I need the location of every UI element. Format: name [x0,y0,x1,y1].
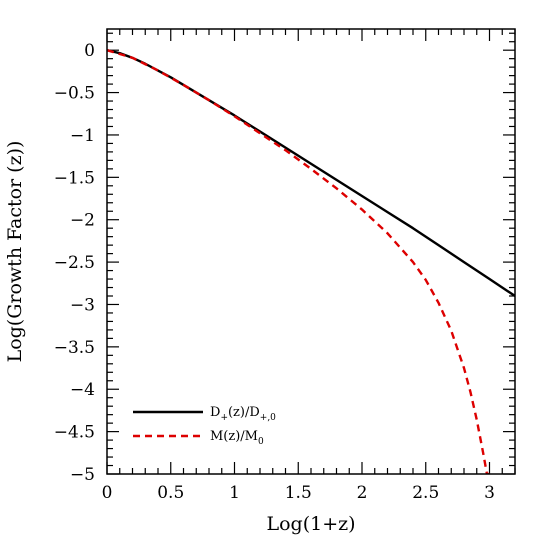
legend: D+(z)/D+,0M(z)/M0 [133,405,276,447]
legend-sub1: 0 [258,437,264,447]
x-axis-title: Log(1+z) [266,513,355,535]
y-tick-label: −1 [70,126,95,146]
legend-main2: (z)/D [228,405,260,420]
y-axis-title: Log(Growth Factor (z)) [4,141,26,363]
y-tick-label: −3.5 [54,338,95,358]
y-tick-label: 0 [84,41,95,61]
y-tick-label: −3 [70,295,95,315]
series-layer [107,49,515,474]
legend-sub2: +,0 [260,413,276,423]
legend-main1: D [210,405,220,420]
y-tick-label: −1.5 [54,168,95,188]
legend-sub1: + [220,413,228,423]
x-tick-label: 1.5 [285,483,312,503]
x-tick-label: 2 [357,483,368,503]
x-tick-label: 1 [229,483,240,503]
growth-factor-line [107,49,515,297]
labels-layer: 0 0.5 1 1.5 2 2.5 3 0 −0.5 −1 −1.5 −2 −2.5 −3 −3.5 −4 −4… [54,41,495,503]
x-tick-label: 2.5 [412,483,439,503]
y-tick-label: −4.5 [54,423,95,443]
legend-label-1: M(z)/M0 [210,429,264,447]
x-tick-label: 3 [484,483,495,503]
plot-frame [106,28,516,475]
ticks-layer [106,29,516,475]
legend-main1: M(z)/M [210,429,258,444]
mass-ratio-dashed-line [107,49,490,474]
x-tick-label: 0 [102,483,113,503]
y-tick-label: −5 [70,465,95,485]
x-tick-label: 0.5 [157,483,184,503]
y-tick-label: −2.5 [54,253,95,273]
legend-label-0: D+(z)/D+,0 [210,405,276,423]
y-tick-label: −2 [70,211,95,231]
y-tick-label: −4 [70,380,95,400]
y-tick-label: −0.5 [54,84,95,104]
